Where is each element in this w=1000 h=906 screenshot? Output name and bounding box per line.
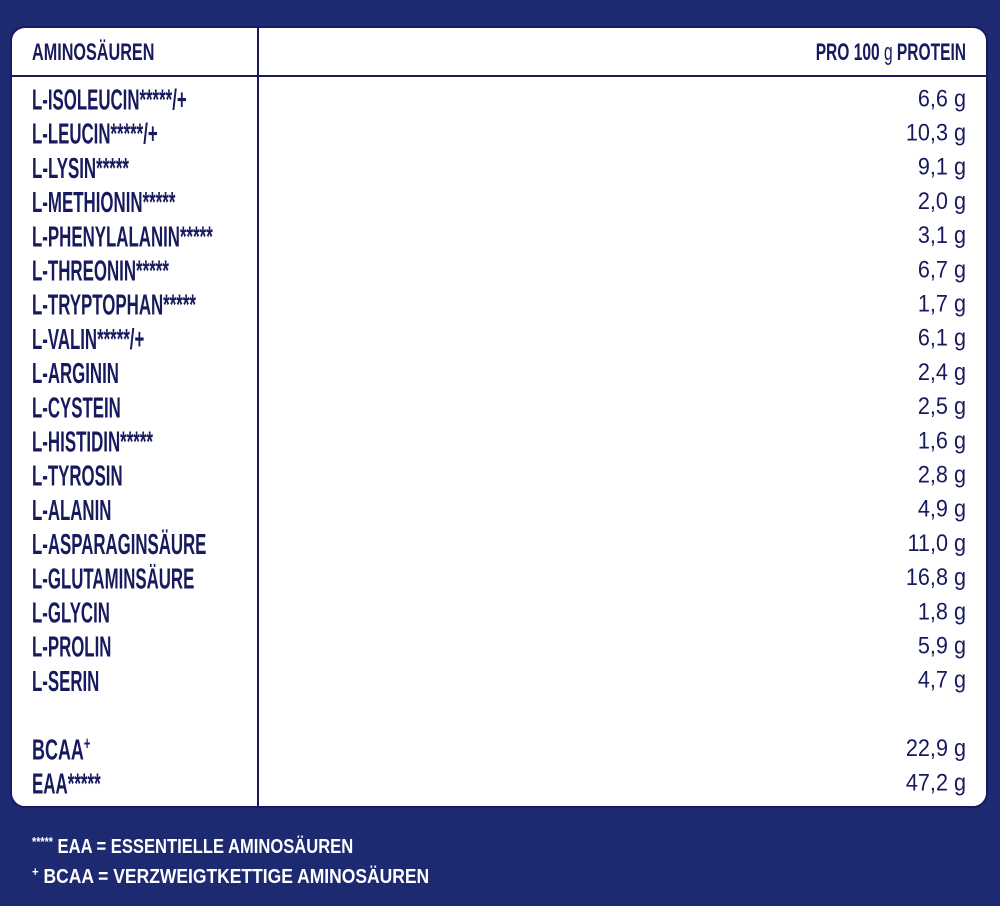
svg-text:3,1 g: 3,1 g: [918, 222, 966, 249]
svg-text:6,6 g: 6,6 g: [918, 85, 966, 112]
svg-text:L-VALIN*****/+: L-VALIN*****/+: [32, 324, 144, 356]
svg-text:22,9 g: 22,9 g: [906, 735, 966, 762]
svg-text:+ BCAA = VERZWEIGTKETTIGE AMIN: + BCAA = VERZWEIGTKETTIGE AMINOSÄUREN: [32, 864, 429, 889]
svg-text:2,4 g: 2,4 g: [918, 359, 966, 386]
svg-text:1,6 g: 1,6 g: [918, 427, 966, 454]
svg-text:L-GLYCIN: L-GLYCIN: [32, 598, 110, 630]
svg-text:11,0 g: 11,0 g: [908, 530, 967, 557]
svg-text:L-PROLIN: L-PROLIN: [32, 632, 111, 664]
svg-text:L-CYSTEIN: L-CYSTEIN: [32, 392, 121, 424]
svg-text:1,8 g: 1,8 g: [918, 598, 966, 625]
svg-text:L-TYROSIN: L-TYROSIN: [32, 461, 123, 493]
svg-text:4,7 g: 4,7 g: [918, 667, 966, 694]
svg-text:L-ALANIN: L-ALANIN: [32, 495, 111, 527]
svg-text:L-ASPARAGINSÄURE: L-ASPARAGINSÄURE: [32, 528, 206, 561]
svg-text:L-TRYPTOPHAN*****: L-TRYPTOPHAN*****: [32, 290, 196, 322]
svg-text:L-METHIONIN*****: L-METHIONIN*****: [32, 187, 176, 219]
svg-text:L-ARGININ: L-ARGININ: [32, 358, 119, 390]
svg-text:47,2 g: 47,2 g: [906, 769, 966, 796]
svg-text:L-LYSIN*****: L-LYSIN*****: [32, 153, 129, 185]
svg-text:L-HISTIDIN*****: L-HISTIDIN*****: [32, 427, 153, 459]
svg-text:16,8 g: 16,8 g: [906, 564, 966, 591]
svg-text:L-PHENYLALANIN*****: L-PHENYLALANIN*****: [32, 221, 213, 253]
svg-text:10,3 g: 10,3 g: [906, 120, 966, 147]
svg-text:***** EAA = ESSENTIELLE AMINOS: ***** EAA = ESSENTIELLE AMINOSÄUREN: [32, 834, 353, 859]
svg-text:EAA*****: EAA*****: [32, 769, 101, 801]
svg-text:6,7 g: 6,7 g: [918, 256, 966, 283]
svg-text:4,9 g: 4,9 g: [918, 496, 966, 523]
svg-text:PRO 100 g PROTEIN: PRO 100 g PROTEIN: [816, 39, 966, 66]
svg-text:BCAA+: BCAA+: [32, 733, 90, 766]
svg-text:L-THREONIN*****: L-THREONIN*****: [32, 256, 169, 288]
svg-text:2,0 g: 2,0 g: [918, 188, 966, 215]
svg-text:L-ISOLEUCIN*****/+: L-ISOLEUCIN*****/+: [32, 85, 187, 117]
svg-text:L-SERIN: L-SERIN: [32, 666, 99, 698]
svg-text:L-LEUCIN*****/+: L-LEUCIN*****/+: [32, 119, 158, 151]
svg-text:6,1 g: 6,1 g: [918, 325, 966, 352]
svg-text:2,5 g: 2,5 g: [918, 393, 966, 420]
svg-text:2,8 g: 2,8 g: [918, 462, 966, 489]
svg-text:1,7 g: 1,7 g: [918, 291, 966, 318]
svg-text:5,9 g: 5,9 g: [918, 633, 966, 660]
svg-text:AMINOSÄUREN: AMINOSÄUREN: [32, 39, 154, 66]
svg-text:L-GLUTAMINSÄURE: L-GLUTAMINSÄURE: [32, 562, 194, 595]
svg-text:9,1 g: 9,1 g: [918, 154, 966, 181]
